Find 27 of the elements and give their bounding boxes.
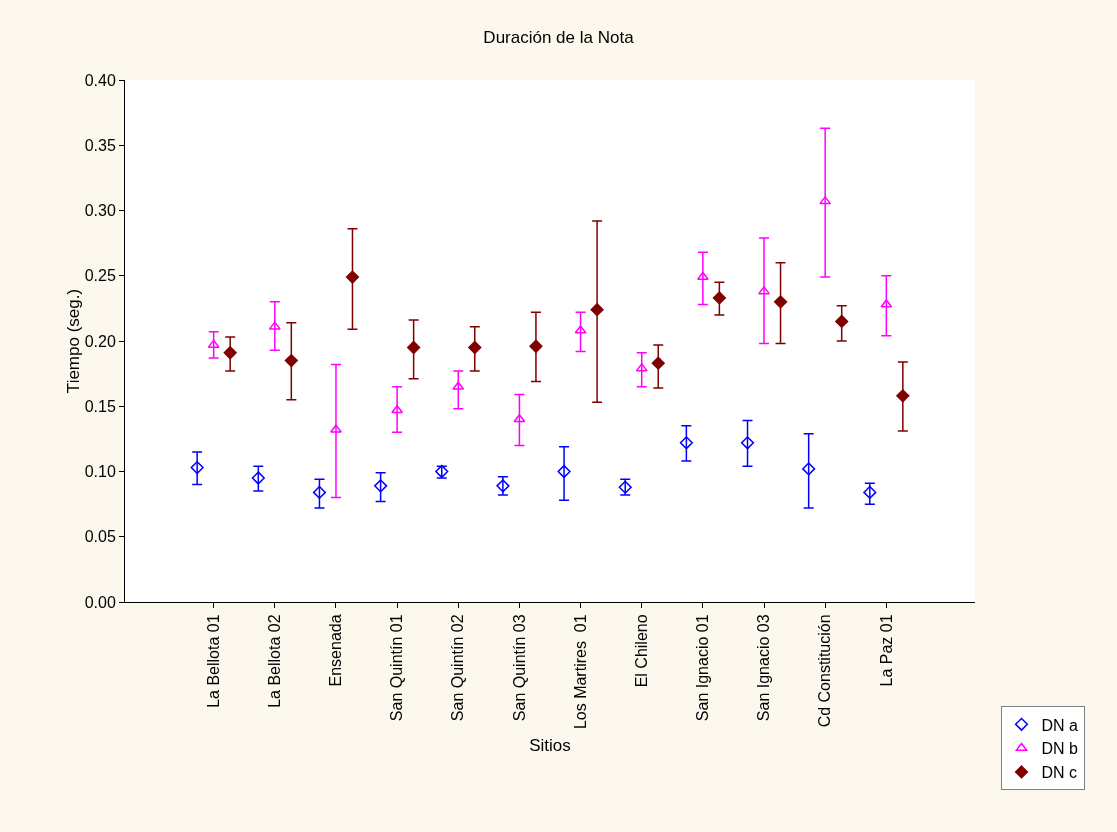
y-tick-label: 0.15 xyxy=(84,397,116,415)
y-tick-label: 0.40 xyxy=(84,71,116,89)
x-tick-label: Los Martires 01 xyxy=(571,614,589,730)
x-tick-label: Cd Constitución xyxy=(816,614,834,728)
x-tick-label: La Bellota 01 xyxy=(204,614,222,708)
y-tick-label: 0.10 xyxy=(84,463,116,481)
x-tick-label: San Ignacio 01 xyxy=(694,614,712,722)
y-tick-label: 0.20 xyxy=(84,332,116,350)
x-axis-title: Sitios xyxy=(529,735,571,755)
x-tick-label: San Quintín 03 xyxy=(510,614,528,722)
legend-label: DN c xyxy=(1041,764,1078,782)
x-tick-label: San Quintín 01 xyxy=(388,614,406,722)
x-tick-label: San Ignacio 03 xyxy=(755,614,773,722)
x-tick-label: La Bellota 02 xyxy=(266,614,284,708)
legend-label: DN b xyxy=(1041,740,1079,758)
x-tick-label: San Quintín 02 xyxy=(449,614,467,722)
y-tick-label: 0.30 xyxy=(84,202,116,220)
x-tick-label: El Chileno xyxy=(632,614,650,688)
x-tick-label: La Paz 01 xyxy=(877,614,895,687)
y-tick-label: 0.25 xyxy=(84,267,116,285)
chart-title: Duración de la Nota xyxy=(483,28,635,48)
x-tick-label: Ensenada xyxy=(327,614,345,687)
y-tick-label: 0.35 xyxy=(84,136,116,154)
legend-label: DN a xyxy=(1041,716,1079,734)
y-tick-label: 0.00 xyxy=(84,593,116,611)
y-axis-title: Tiempo (seg.) xyxy=(63,288,83,394)
y-tick-label: 0.05 xyxy=(84,528,116,546)
